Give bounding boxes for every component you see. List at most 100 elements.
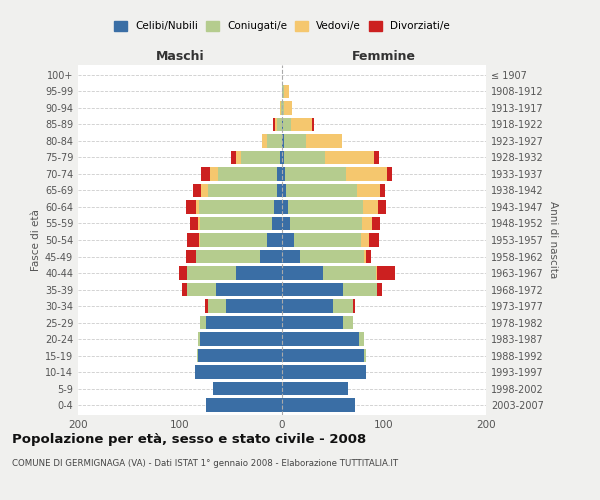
- Bar: [206, 316, 282, 330]
- Bar: [193, 184, 202, 197]
- Bar: [364, 250, 365, 264]
- Bar: [282, 398, 355, 412]
- Bar: [187, 233, 199, 247]
- Bar: [282, 167, 285, 180]
- Bar: [206, 398, 282, 412]
- Bar: [280, 150, 282, 164]
- Bar: [291, 118, 311, 131]
- Bar: [282, 366, 365, 379]
- Bar: [216, 283, 282, 296]
- Bar: [282, 84, 284, 98]
- Bar: [301, 250, 364, 264]
- Bar: [369, 233, 379, 247]
- Bar: [283, 118, 291, 131]
- Y-axis label: Anni di nascita: Anni di nascita: [548, 202, 557, 278]
- Bar: [284, 101, 292, 114]
- Bar: [294, 233, 361, 247]
- Bar: [267, 233, 282, 247]
- Bar: [323, 266, 376, 280]
- Bar: [282, 316, 343, 330]
- Bar: [282, 300, 333, 313]
- Bar: [200, 216, 272, 230]
- Y-axis label: Fasce di età: Fasce di età: [31, 209, 41, 271]
- Bar: [281, 101, 282, 114]
- Bar: [202, 184, 208, 197]
- Bar: [353, 300, 355, 313]
- Text: Maschi: Maschi: [155, 50, 205, 62]
- Bar: [290, 216, 362, 230]
- Bar: [199, 200, 274, 214]
- Bar: [267, 134, 282, 147]
- Bar: [218, 167, 277, 180]
- Bar: [187, 283, 216, 296]
- Bar: [282, 332, 359, 346]
- Bar: [277, 167, 282, 180]
- Bar: [284, 150, 325, 164]
- Bar: [282, 382, 349, 396]
- Bar: [277, 118, 282, 131]
- Bar: [236, 266, 282, 280]
- Bar: [282, 266, 323, 280]
- Bar: [362, 216, 372, 230]
- Bar: [241, 150, 280, 164]
- Bar: [197, 349, 199, 362]
- Bar: [275, 118, 277, 131]
- Bar: [199, 233, 200, 247]
- Bar: [284, 134, 307, 147]
- Bar: [282, 184, 286, 197]
- Bar: [358, 184, 380, 197]
- Bar: [262, 134, 267, 147]
- Bar: [282, 283, 343, 296]
- Bar: [333, 300, 353, 313]
- Bar: [196, 200, 199, 214]
- Bar: [182, 283, 187, 296]
- Bar: [273, 118, 275, 131]
- Bar: [282, 150, 284, 164]
- Bar: [364, 349, 365, 362]
- Bar: [202, 167, 209, 180]
- Bar: [200, 332, 282, 346]
- Bar: [236, 150, 241, 164]
- Bar: [378, 200, 386, 214]
- Bar: [206, 300, 208, 313]
- Bar: [199, 332, 200, 346]
- Bar: [186, 200, 196, 214]
- Bar: [325, 150, 374, 164]
- Bar: [282, 216, 290, 230]
- Bar: [343, 316, 353, 330]
- Text: Popolazione per età, sesso e stato civile - 2008: Popolazione per età, sesso e stato civil…: [12, 432, 366, 446]
- Bar: [282, 233, 294, 247]
- Bar: [187, 266, 236, 280]
- Bar: [372, 216, 380, 230]
- Bar: [280, 101, 281, 114]
- Bar: [359, 332, 364, 346]
- Bar: [285, 167, 346, 180]
- Bar: [288, 200, 362, 214]
- Bar: [200, 316, 206, 330]
- Bar: [226, 300, 282, 313]
- Text: Femmine: Femmine: [352, 50, 416, 62]
- Bar: [186, 250, 196, 264]
- Bar: [260, 250, 282, 264]
- Bar: [286, 184, 358, 197]
- Bar: [282, 250, 301, 264]
- Bar: [208, 300, 226, 313]
- Bar: [311, 118, 314, 131]
- Bar: [196, 366, 282, 379]
- Bar: [282, 101, 284, 114]
- Bar: [346, 167, 387, 180]
- Legend: Celibi/Nubili, Coniugati/e, Vedovi/e, Divorziati/e: Celibi/Nubili, Coniugati/e, Vedovi/e, Di…: [114, 21, 450, 32]
- Bar: [277, 184, 282, 197]
- Bar: [343, 283, 377, 296]
- Bar: [282, 134, 284, 147]
- Bar: [274, 200, 282, 214]
- Bar: [179, 266, 187, 280]
- Bar: [361, 233, 369, 247]
- Bar: [282, 200, 288, 214]
- Bar: [208, 184, 277, 197]
- Bar: [199, 349, 282, 362]
- Bar: [374, 150, 379, 164]
- Bar: [387, 167, 392, 180]
- Bar: [362, 200, 378, 214]
- Bar: [377, 283, 382, 296]
